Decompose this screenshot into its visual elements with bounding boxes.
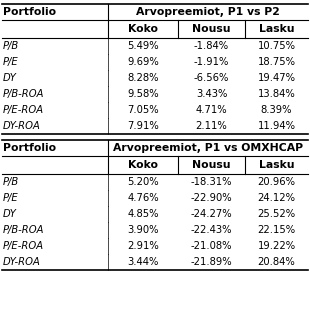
Text: 19.47%: 19.47% [258,73,295,83]
Text: Portfolio: Portfolio [3,7,56,17]
Text: 5.49%: 5.49% [127,41,159,51]
Text: 7.05%: 7.05% [127,105,159,115]
Text: 2.11%: 2.11% [196,121,227,131]
Text: Lasku: Lasku [259,160,294,170]
Text: P/E-ROA: P/E-ROA [3,105,44,115]
Text: 10.75%: 10.75% [258,41,295,51]
Text: P/B-ROA: P/B-ROA [3,89,45,99]
Text: 19.22%: 19.22% [257,241,295,251]
Text: 3.44%: 3.44% [127,257,159,267]
Text: -21.08%: -21.08% [191,241,232,251]
Text: P/E: P/E [3,57,19,67]
Text: 4.71%: 4.71% [196,105,227,115]
Text: Koko: Koko [128,160,158,170]
Text: 4.76%: 4.76% [127,193,159,203]
Text: 18.75%: 18.75% [258,57,295,67]
Text: 5.20%: 5.20% [127,177,159,187]
Text: 13.84%: 13.84% [258,89,295,99]
Text: -1.91%: -1.91% [194,57,229,67]
Text: 11.94%: 11.94% [258,121,295,131]
Text: -22.90%: -22.90% [191,193,232,203]
Text: P/E-ROA: P/E-ROA [3,241,44,251]
Text: 7.91%: 7.91% [127,121,159,131]
Text: Portfolio: Portfolio [3,143,56,153]
Text: DY: DY [3,209,17,219]
Text: P/B: P/B [3,41,19,51]
Text: 24.12%: 24.12% [258,193,295,203]
Text: Arvopreemiot, P1 vs P2: Arvopreemiot, P1 vs P2 [136,7,280,17]
Text: -6.56%: -6.56% [194,73,229,83]
Text: P/B: P/B [3,177,19,187]
Text: -18.31%: -18.31% [191,177,232,187]
Text: 20.84%: 20.84% [258,257,295,267]
Text: Koko: Koko [128,24,158,34]
Text: 4.85%: 4.85% [127,209,159,219]
Text: -24.27%: -24.27% [191,209,232,219]
Text: 3.90%: 3.90% [127,225,159,235]
Text: Lasku: Lasku [259,24,294,34]
Text: P/B-ROA: P/B-ROA [3,225,45,235]
Text: 25.52%: 25.52% [257,209,295,219]
Text: 8.28%: 8.28% [127,73,159,83]
Text: 8.39%: 8.39% [261,105,292,115]
Text: DY-ROA: DY-ROA [3,257,41,267]
Text: Nousu: Nousu [192,160,231,170]
Text: 22.15%: 22.15% [257,225,295,235]
Text: Arvopreemiot, P1 vs OMXHCAP: Arvopreemiot, P1 vs OMXHCAP [113,143,303,153]
Text: 20.96%: 20.96% [258,177,295,187]
Text: DY-ROA: DY-ROA [3,121,41,131]
Text: -21.89%: -21.89% [191,257,232,267]
Text: 3.43%: 3.43% [196,89,227,99]
Text: 9.69%: 9.69% [127,57,159,67]
Text: P/E: P/E [3,193,19,203]
Text: -1.84%: -1.84% [194,41,229,51]
Text: 9.58%: 9.58% [127,89,159,99]
Text: DY: DY [3,73,17,83]
Text: -22.43%: -22.43% [191,225,232,235]
Text: 2.91%: 2.91% [127,241,159,251]
Text: Nousu: Nousu [192,24,231,34]
